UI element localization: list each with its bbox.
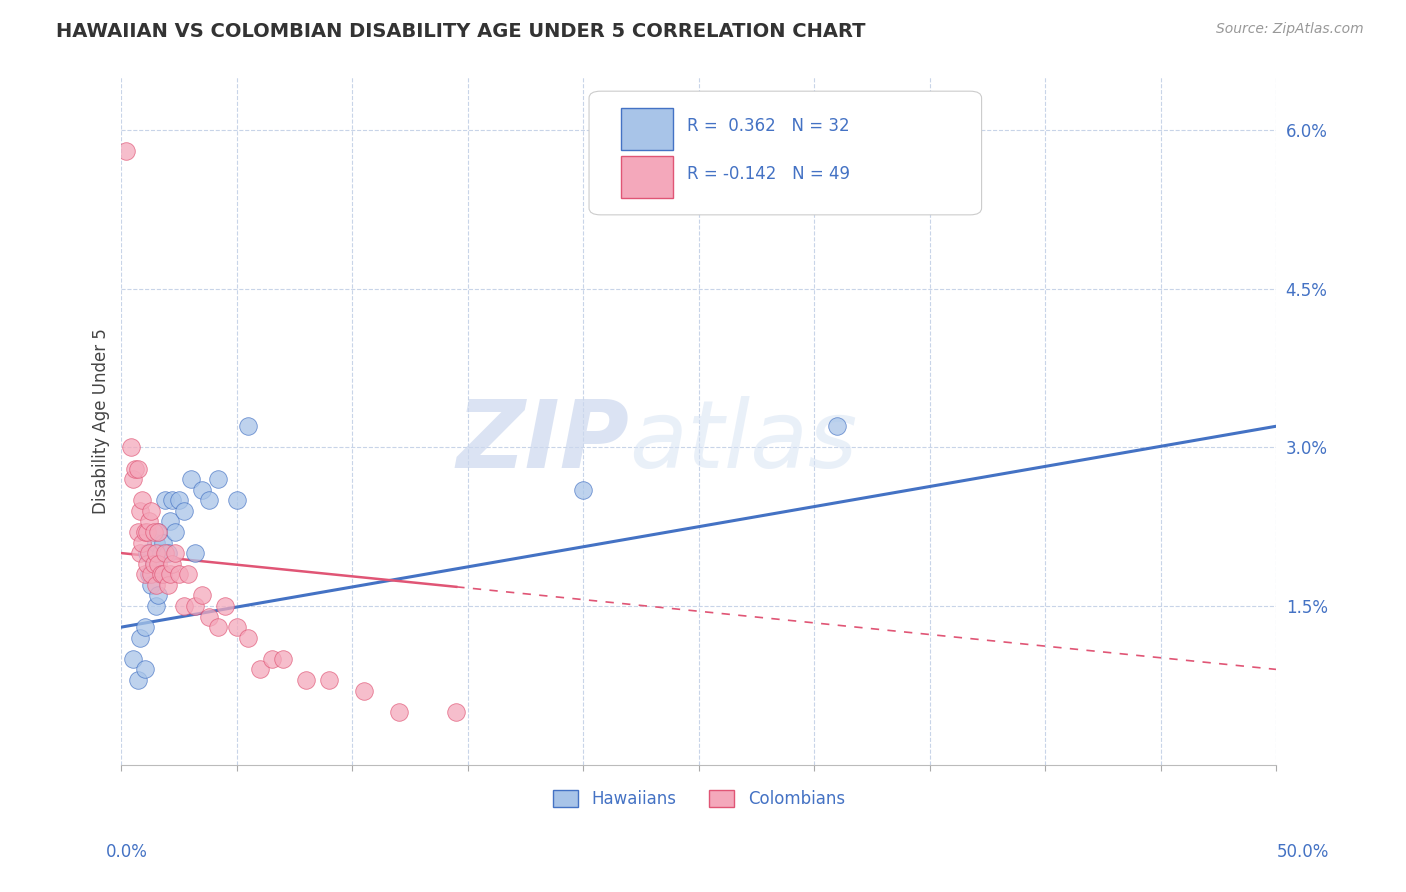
Text: atlas: atlas	[630, 396, 858, 487]
Point	[149, 546, 172, 560]
Point	[173, 599, 195, 613]
Point	[156, 546, 179, 560]
FancyBboxPatch shape	[621, 156, 673, 198]
Point	[295, 673, 318, 687]
Point	[134, 662, 156, 676]
Point	[148, 588, 170, 602]
Point	[142, 557, 165, 571]
Text: R =  0.362   N = 32: R = 0.362 N = 32	[688, 117, 849, 135]
Point	[260, 652, 283, 666]
Point	[173, 504, 195, 518]
Point	[225, 620, 247, 634]
Point	[572, 483, 595, 497]
Point	[207, 620, 229, 634]
Point	[184, 546, 207, 560]
Point	[353, 683, 375, 698]
Point	[148, 524, 170, 539]
Point	[207, 472, 229, 486]
Point	[134, 524, 156, 539]
Point	[148, 524, 170, 539]
Point	[155, 546, 177, 560]
Point	[191, 588, 214, 602]
Point	[141, 504, 163, 518]
Point	[131, 535, 153, 549]
Point	[142, 524, 165, 539]
Point	[238, 419, 260, 434]
Point	[159, 515, 181, 529]
Point	[214, 599, 236, 613]
Y-axis label: Disability Age Under 5: Disability Age Under 5	[93, 328, 110, 514]
Point	[152, 567, 174, 582]
Point	[149, 567, 172, 582]
Point	[142, 557, 165, 571]
Point	[129, 504, 152, 518]
Text: HAWAIIAN VS COLOMBIAN DISABILITY AGE UNDER 5 CORRELATION CHART: HAWAIIAN VS COLOMBIAN DISABILITY AGE UND…	[56, 22, 866, 41]
Point	[159, 567, 181, 582]
Point	[225, 493, 247, 508]
Point	[127, 673, 149, 687]
Point	[120, 441, 142, 455]
Point	[134, 620, 156, 634]
Point	[191, 483, 214, 497]
Point	[122, 652, 145, 666]
Text: Source: ZipAtlas.com: Source: ZipAtlas.com	[1216, 22, 1364, 37]
Point	[127, 461, 149, 475]
Point	[184, 599, 207, 613]
Point	[162, 557, 184, 571]
FancyBboxPatch shape	[589, 91, 981, 215]
Point	[163, 524, 186, 539]
Point	[141, 578, 163, 592]
Point	[152, 567, 174, 582]
Point	[387, 705, 409, 719]
Point	[127, 524, 149, 539]
Point	[156, 578, 179, 592]
Point	[271, 652, 294, 666]
Point	[148, 557, 170, 571]
Point	[825, 419, 848, 434]
Text: 50.0%: 50.0%	[1277, 843, 1329, 861]
Point	[167, 567, 190, 582]
Point	[129, 631, 152, 645]
Point	[122, 472, 145, 486]
Point	[135, 546, 157, 560]
Point	[163, 546, 186, 560]
Point	[155, 493, 177, 508]
Point	[141, 567, 163, 582]
Point	[249, 662, 271, 676]
Point	[135, 524, 157, 539]
Point	[131, 493, 153, 508]
Point	[318, 673, 340, 687]
Point	[145, 546, 167, 560]
Text: 0.0%: 0.0%	[105, 843, 148, 861]
Point	[152, 535, 174, 549]
Point	[180, 472, 202, 486]
Point	[162, 493, 184, 508]
Legend: Hawaiians, Colombians: Hawaiians, Colombians	[546, 783, 852, 814]
Text: ZIP: ZIP	[457, 395, 630, 488]
Point	[138, 515, 160, 529]
Point	[138, 567, 160, 582]
Point	[138, 546, 160, 560]
FancyBboxPatch shape	[621, 108, 673, 150]
Text: R = -0.142   N = 49: R = -0.142 N = 49	[688, 165, 851, 183]
Point	[198, 609, 221, 624]
Point	[145, 578, 167, 592]
Point	[145, 535, 167, 549]
Point	[446, 705, 468, 719]
Point	[167, 493, 190, 508]
Point	[135, 557, 157, 571]
Point	[198, 493, 221, 508]
Point	[129, 546, 152, 560]
Point	[177, 567, 200, 582]
Point	[115, 145, 138, 159]
Point	[134, 567, 156, 582]
Point	[145, 599, 167, 613]
Point	[238, 631, 260, 645]
Point	[124, 461, 146, 475]
